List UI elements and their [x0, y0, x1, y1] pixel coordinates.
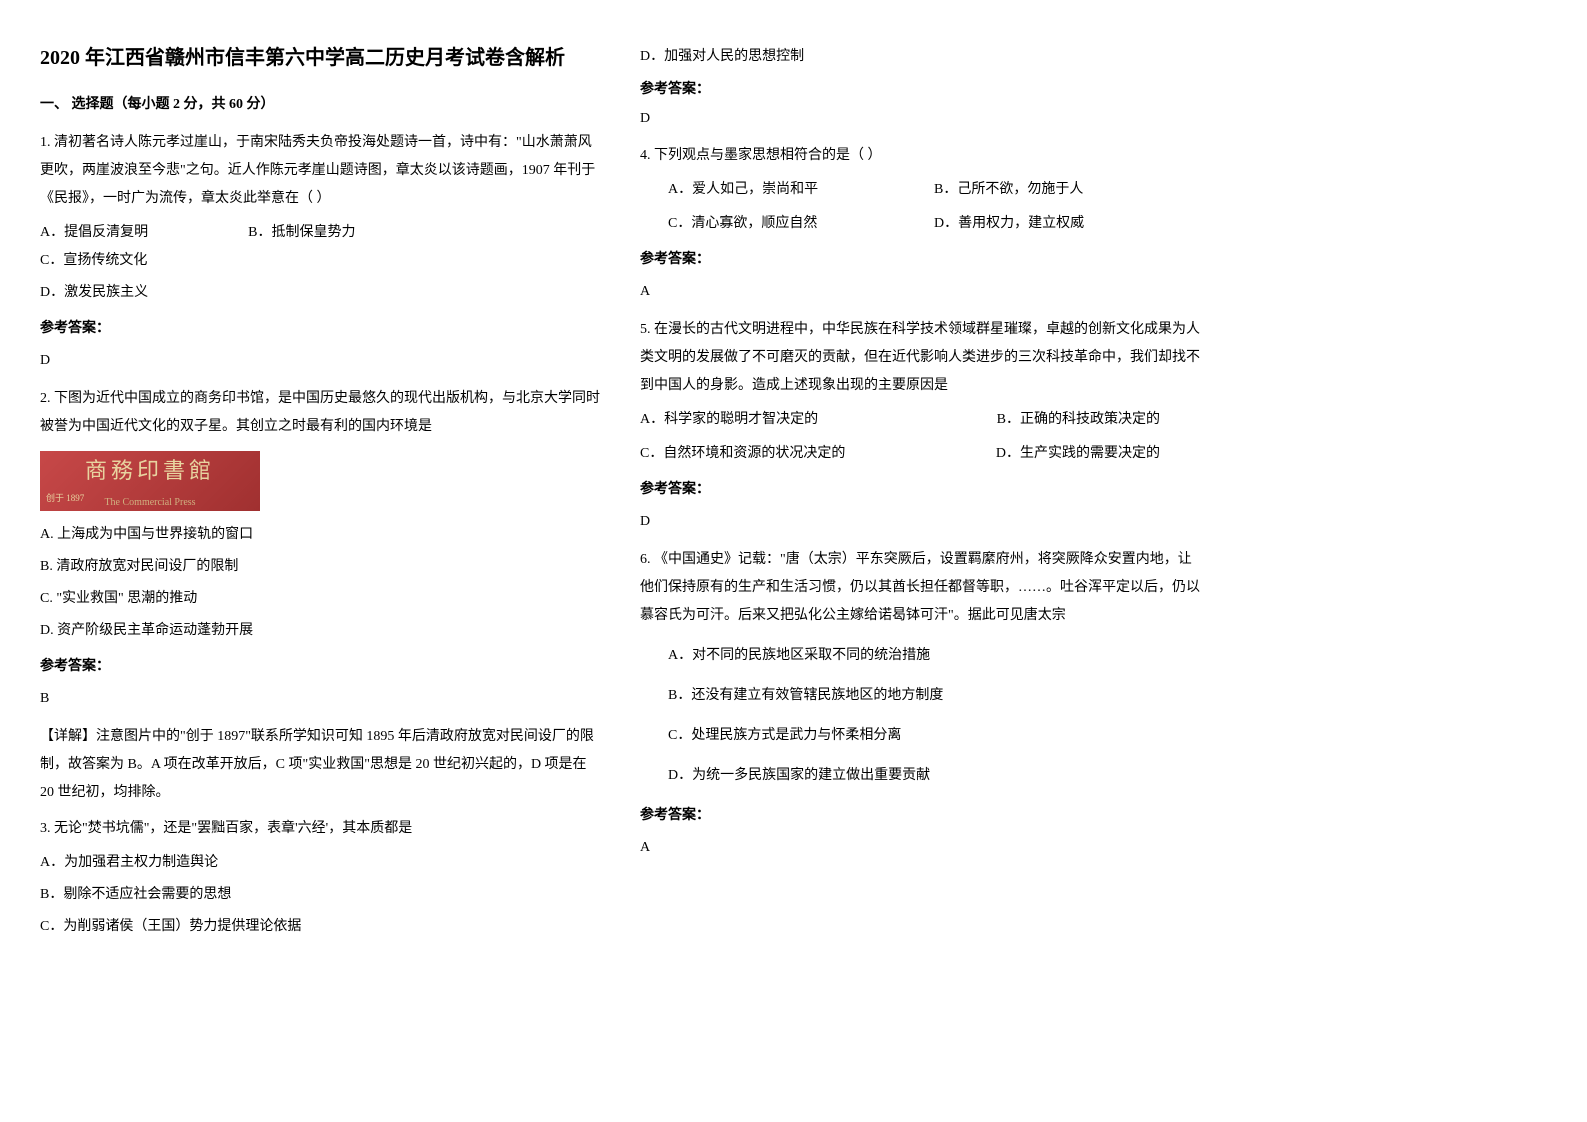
- question-2: 2. 下图为近代中国成立的商务印书馆，是中国历史最悠久的现代出版机构，与北京大学…: [40, 385, 600, 807]
- q1-answer: D: [40, 347, 600, 375]
- q2-detail: 【详解】注意图片中的"创于 1897"联系所学知识可知 1895 年后清政府放宽…: [40, 723, 600, 807]
- q2-option-b: B. 清政府放宽对民间设厂的限制: [40, 553, 600, 581]
- q4-option-d: D．善用权力，建立权威: [934, 210, 1160, 238]
- left-column: 2020 年江西省赣州市信丰第六中学高二历史月考试卷含解析 一、 选择题（每小题…: [40, 40, 600, 949]
- q5-option-c: C．自然环境和资源的状况决定的: [640, 440, 880, 468]
- q1-option-d: D．激发民族主义: [40, 279, 148, 307]
- q3-option-a: A．为加强君主权力制造舆论: [40, 849, 600, 877]
- q2-option-c: C. "实业救国" 思潮的推动: [40, 585, 600, 613]
- q6-option-c: C．处理民族方式是武力与怀柔相分离: [668, 722, 1200, 750]
- q4-option-c: C．清心寡欲，顺应自然: [668, 210, 894, 238]
- q3-option-c: C．为削弱诸侯（王国）势力提供理论依据: [40, 913, 600, 941]
- question-5: 5. 在漫长的古代文明进程中，中华民族在科学技术领域群星璀璨，卓越的创新文化成果…: [640, 316, 1200, 536]
- q5-answer: D: [640, 508, 1200, 536]
- q2-text: 2. 下图为近代中国成立的商务印书馆，是中国历史最悠久的现代出版机构，与北京大学…: [40, 385, 600, 441]
- logo-main-text: 商務印書館: [85, 449, 215, 493]
- q1-options-row2: D．激发民族主义: [40, 279, 600, 307]
- q5-options-row1: A．科学家的聪明才智决定的 B．正确的科技政策决定的: [640, 406, 1200, 434]
- commercial-press-logo: 商務印書館 The Commercial Press 创于 1897: [40, 451, 260, 511]
- q1-text: 1. 清初著名诗人陈元孝过崖山，于南宋陆秀夫负帝投海处题诗一首，诗中有："山水萧…: [40, 129, 600, 213]
- question-4: 4. 下列观点与墨家思想相符合的是（ ） A．爱人如己，崇尚和平 B．己所不欲，…: [640, 142, 1200, 306]
- q5-option-d: D．生产实践的需要决定的: [920, 440, 1160, 468]
- q4-text: 4. 下列观点与墨家思想相符合的是（ ）: [640, 142, 1200, 170]
- q1-option-c: C．宣扬传统文化: [40, 247, 147, 275]
- question-6: 6. 《中国通史》记载："唐（太宗）平东突厥后，设置羁縻府州，将突厥降众安置内地…: [640, 546, 1200, 862]
- q5-option-a: A．科学家的聪明才智决定的: [640, 406, 880, 434]
- q6-answer-label: 参考答案：: [640, 802, 1200, 830]
- q4-options-row1: A．爱人如己，崇尚和平 B．己所不欲，勿施于人: [640, 176, 1200, 204]
- right-column: D．加强对人民的思想控制 参考答案： D 4. 下列观点与墨家思想相符合的是（ …: [640, 40, 1200, 949]
- q6-option-a: A．对不同的民族地区采取不同的统治措施: [668, 642, 1200, 670]
- q5-options-row2: C．自然环境和资源的状况决定的 D．生产实践的需要决定的: [640, 440, 1200, 468]
- q1-option-b: B．抵制保皇势力: [248, 219, 355, 247]
- q1-options-row1: A．提倡反清复明 B．抵制保皇势力 C．宣扬传统文化: [40, 219, 600, 275]
- q5-option-b: B．正确的科技政策决定的: [920, 406, 1160, 434]
- q3-answer-label: 参考答案：: [640, 77, 1200, 102]
- question-1: 1. 清初著名诗人陈元孝过崖山，于南宋陆秀夫负帝投海处题诗一首，诗中有："山水萧…: [40, 129, 600, 375]
- q4-option-b: B．己所不欲，勿施于人: [934, 176, 1160, 204]
- q2-option-d: D. 资产阶级民主革命运动蓬勃开展: [40, 617, 600, 645]
- q4-answer-label: 参考答案：: [640, 246, 1200, 274]
- exam-title: 2020 年江西省赣州市信丰第六中学高二历史月考试卷含解析: [40, 40, 600, 76]
- q6-option-b: B．还没有建立有效管辖民族地区的地方制度: [668, 682, 1200, 710]
- q5-answer-label: 参考答案：: [640, 476, 1200, 504]
- q4-answer: A: [640, 278, 1200, 306]
- q6-option-d: D．为统一多民族国家的建立做出重要贡献: [668, 762, 1200, 790]
- q4-option-a: A．爱人如己，崇尚和平: [668, 176, 894, 204]
- logo-year-text: 创于 1897: [46, 489, 84, 507]
- q2-answer: B: [40, 685, 600, 713]
- q6-answer: A: [640, 834, 1200, 862]
- q3-answer: D: [640, 106, 1200, 131]
- logo-sub-text: The Commercial Press: [104, 493, 195, 513]
- q2-option-a: A. 上海成为中国与世界接轨的窗口: [40, 521, 600, 549]
- q3-option-d: D．加强对人民的思想控制: [640, 44, 1200, 69]
- q5-text: 5. 在漫长的古代文明进程中，中华民族在科学技术领域群星璀璨，卓越的创新文化成果…: [640, 316, 1200, 400]
- q1-answer-label: 参考答案：: [40, 315, 600, 343]
- section-header: 一、 选择题（每小题 2 分，共 60 分）: [40, 92, 600, 117]
- q2-answer-label: 参考答案：: [40, 653, 600, 681]
- q3-option-b: B．剔除不适应社会需要的思想: [40, 881, 600, 909]
- q4-options-row2: C．清心寡欲，顺应自然 D．善用权力，建立权威: [640, 210, 1200, 238]
- q6-text: 6. 《中国通史》记载："唐（太宗）平东突厥后，设置羁縻府州，将突厥降众安置内地…: [640, 546, 1200, 630]
- q3-text: 3. 无论"焚书坑儒"，还是"罢黜百家，表章'六经'，其本质都是: [40, 815, 600, 843]
- q1-option-a: A．提倡反清复明: [40, 219, 148, 247]
- question-3: 3. 无论"焚书坑儒"，还是"罢黜百家，表章'六经'，其本质都是 A．为加强君主…: [40, 815, 600, 941]
